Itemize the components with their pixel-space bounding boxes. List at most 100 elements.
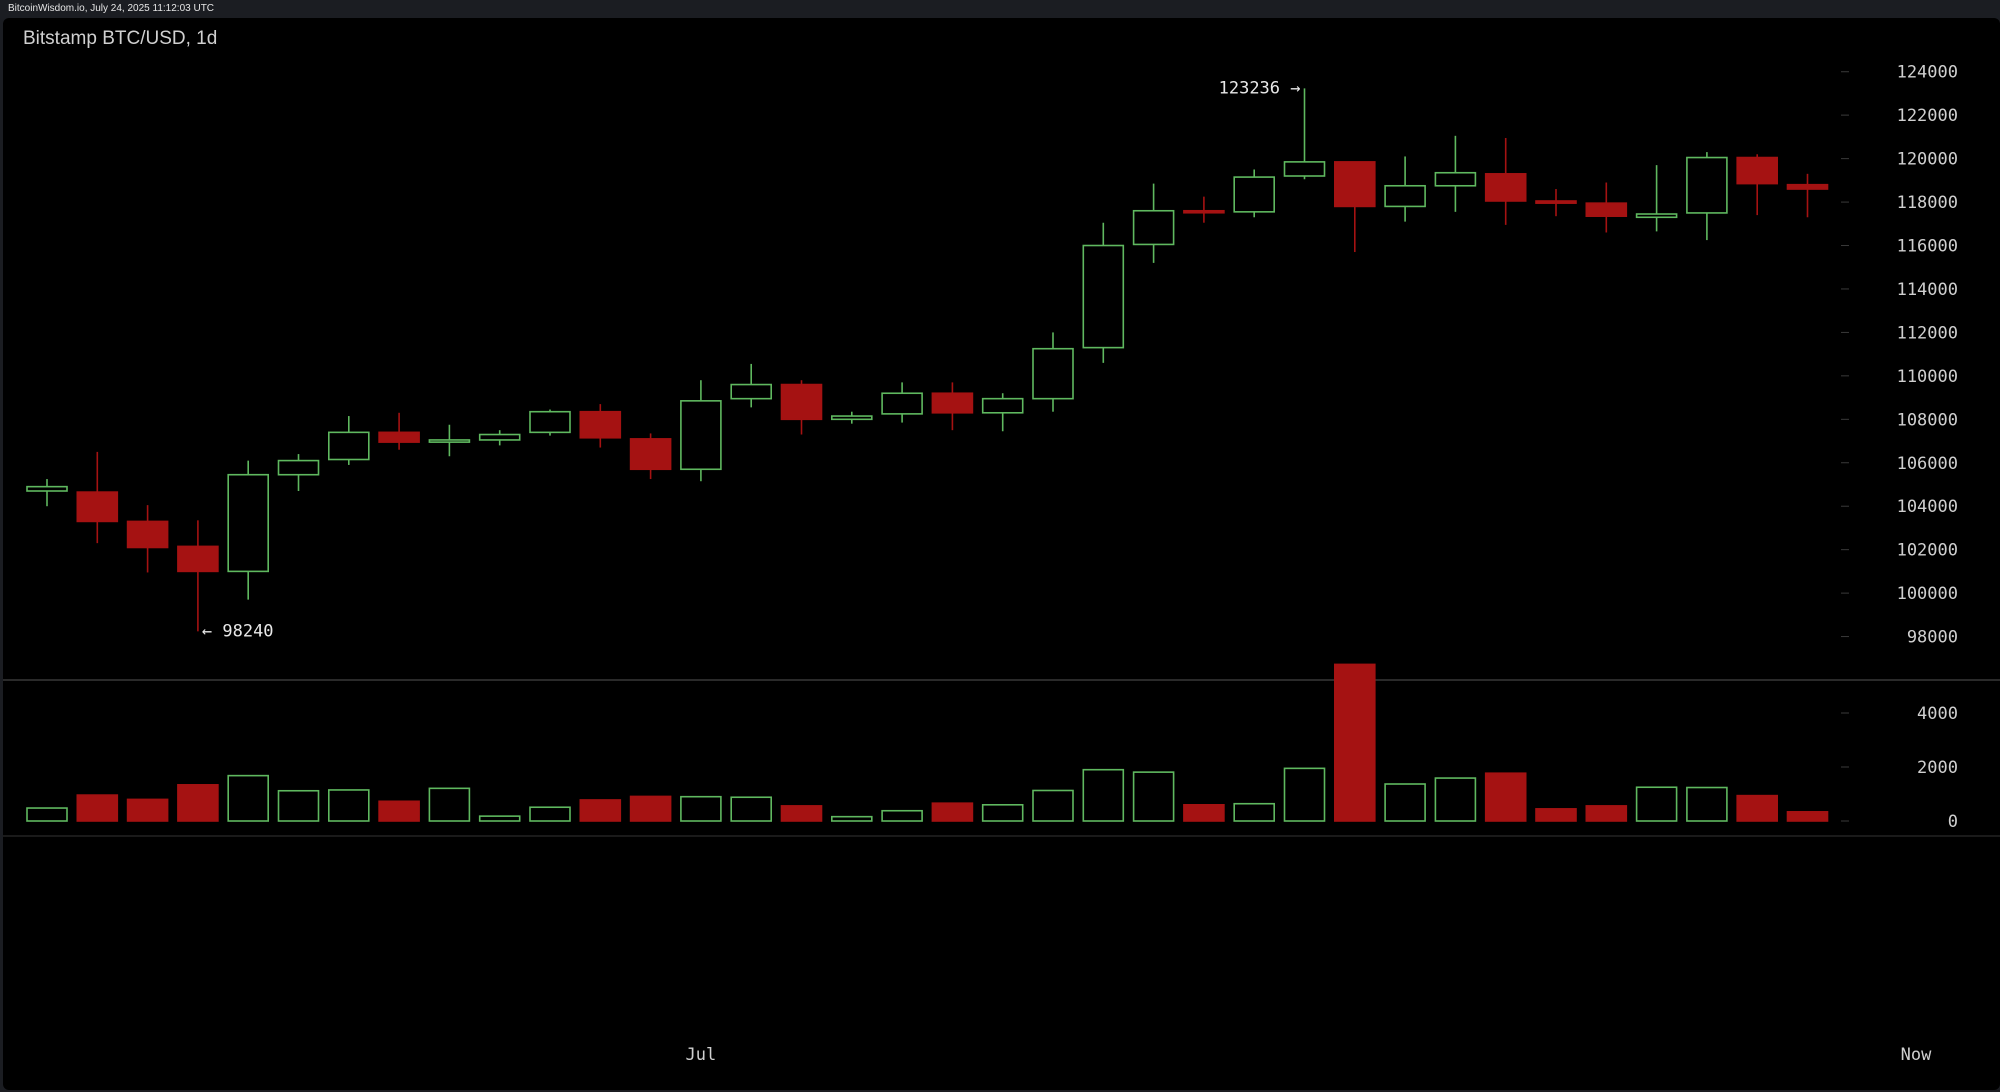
volume-bar	[579, 799, 622, 822]
candle-body	[529, 410, 571, 434]
y-tick-label: 116000	[1897, 237, 1958, 257]
candle	[629, 433, 672, 480]
candle-body	[579, 410, 622, 439]
volume-bar	[1736, 794, 1778, 822]
y-tick-label: 98000	[1907, 628, 1958, 648]
chart-title: Bitstamp BTC/USD, 1d	[23, 28, 218, 49]
y-tick-label: 124000	[1897, 63, 1958, 83]
y-tick-label: 110000	[1897, 367, 1958, 387]
volume-tick-label: 0	[1948, 812, 1958, 832]
candle	[881, 382, 923, 423]
volume-bar	[177, 784, 219, 822]
candle-body	[780, 383, 823, 421]
volume-bar	[1484, 772, 1527, 822]
volume-bar	[1132, 771, 1175, 822]
volume-bar	[1384, 783, 1426, 822]
candle	[428, 424, 471, 457]
volume-bar	[1233, 802, 1275, 822]
volume-bar	[227, 774, 269, 822]
candle	[26, 479, 68, 507]
candle-body	[1635, 213, 1678, 219]
candle	[1434, 135, 1477, 212]
volume-bar	[1434, 777, 1477, 822]
y-tick-label: 120000	[1897, 150, 1958, 170]
volume-bar	[881, 809, 923, 822]
candle-body	[1786, 183, 1829, 190]
candle	[1334, 161, 1376, 253]
volume-bar	[428, 787, 471, 822]
candle-body	[327, 431, 370, 461]
candle-body	[227, 473, 269, 573]
candle-body	[1233, 176, 1275, 213]
candle-body	[1283, 161, 1326, 177]
volume-tick-label: 4000	[1917, 704, 1958, 724]
candle	[1132, 183, 1175, 263]
candle-body	[931, 392, 974, 414]
volume-bar	[1585, 805, 1628, 822]
candle-body	[1434, 171, 1477, 187]
candle	[1736, 154, 1778, 216]
candle-body	[126, 520, 169, 549]
candle	[76, 451, 119, 544]
candle	[1183, 196, 1225, 223]
volume-bar	[780, 805, 823, 822]
candle-body	[881, 392, 923, 415]
candle	[730, 363, 773, 408]
volume-tick-label: 2000	[1917, 758, 1958, 778]
x-tick-label: Now	[1901, 1045, 1932, 1065]
annotation-layer: 123236 → ← 98240	[202, 78, 1301, 641]
candle	[1082, 222, 1125, 363]
candle	[1233, 169, 1275, 218]
candle-body	[730, 383, 773, 400]
volume-bar	[76, 794, 119, 822]
y-tick-label: 112000	[1897, 323, 1958, 343]
y-tick-label: 118000	[1897, 193, 1958, 213]
candle-body	[1082, 244, 1125, 349]
candle	[1032, 332, 1074, 412]
candle-body	[1484, 173, 1527, 202]
y-tick-label: 106000	[1897, 454, 1958, 474]
volume-bar	[1032, 789, 1074, 822]
volume-bar	[126, 798, 169, 822]
candle-body	[1686, 156, 1728, 214]
y-tick-label: 102000	[1897, 541, 1958, 561]
y-tick-label: 104000	[1897, 497, 1958, 517]
candle	[126, 505, 169, 573]
candle-body	[830, 415, 873, 421]
volume-layer	[26, 663, 1829, 822]
candle	[1283, 88, 1326, 180]
candle-body	[26, 485, 68, 492]
candle-body	[428, 439, 471, 443]
candle	[277, 454, 320, 491]
volume-bar	[629, 795, 672, 822]
candle	[1384, 156, 1426, 222]
candle-body	[177, 545, 219, 573]
grid-layer	[3, 679, 2000, 837]
candle-body	[1183, 209, 1225, 214]
candle	[1686, 152, 1728, 241]
candle	[478, 430, 521, 446]
candle	[1786, 173, 1829, 218]
candle	[1535, 189, 1577, 217]
candle	[680, 380, 722, 482]
volume-bar	[730, 796, 773, 822]
candle	[1585, 182, 1628, 233]
candle-body	[478, 433, 521, 441]
volume-bar	[981, 803, 1024, 822]
volume-bar	[478, 815, 521, 822]
volume-bar	[1183, 803, 1225, 822]
volume-bar	[1535, 808, 1577, 822]
candle-body	[1032, 347, 1074, 400]
x-tick-label: Jul	[686, 1045, 717, 1065]
candle-body	[1334, 161, 1376, 208]
candle	[177, 520, 219, 632]
candlestick-chart: 98000 100000 102000 104000 106000 108000 11000…	[3, 63, 2000, 1065]
price-annotation: ← 98240	[202, 621, 274, 641]
volume-bar	[26, 807, 68, 822]
chart-panel: Bitstamp BTC/USD, 1d 98000 100000 102000 10…	[3, 18, 2000, 1090]
volume-bar	[1082, 768, 1125, 822]
volume-bar	[1283, 767, 1326, 822]
y-tick-label: 100000	[1897, 584, 1958, 604]
volume-bar	[1686, 786, 1728, 822]
volume-bar	[378, 800, 420, 822]
